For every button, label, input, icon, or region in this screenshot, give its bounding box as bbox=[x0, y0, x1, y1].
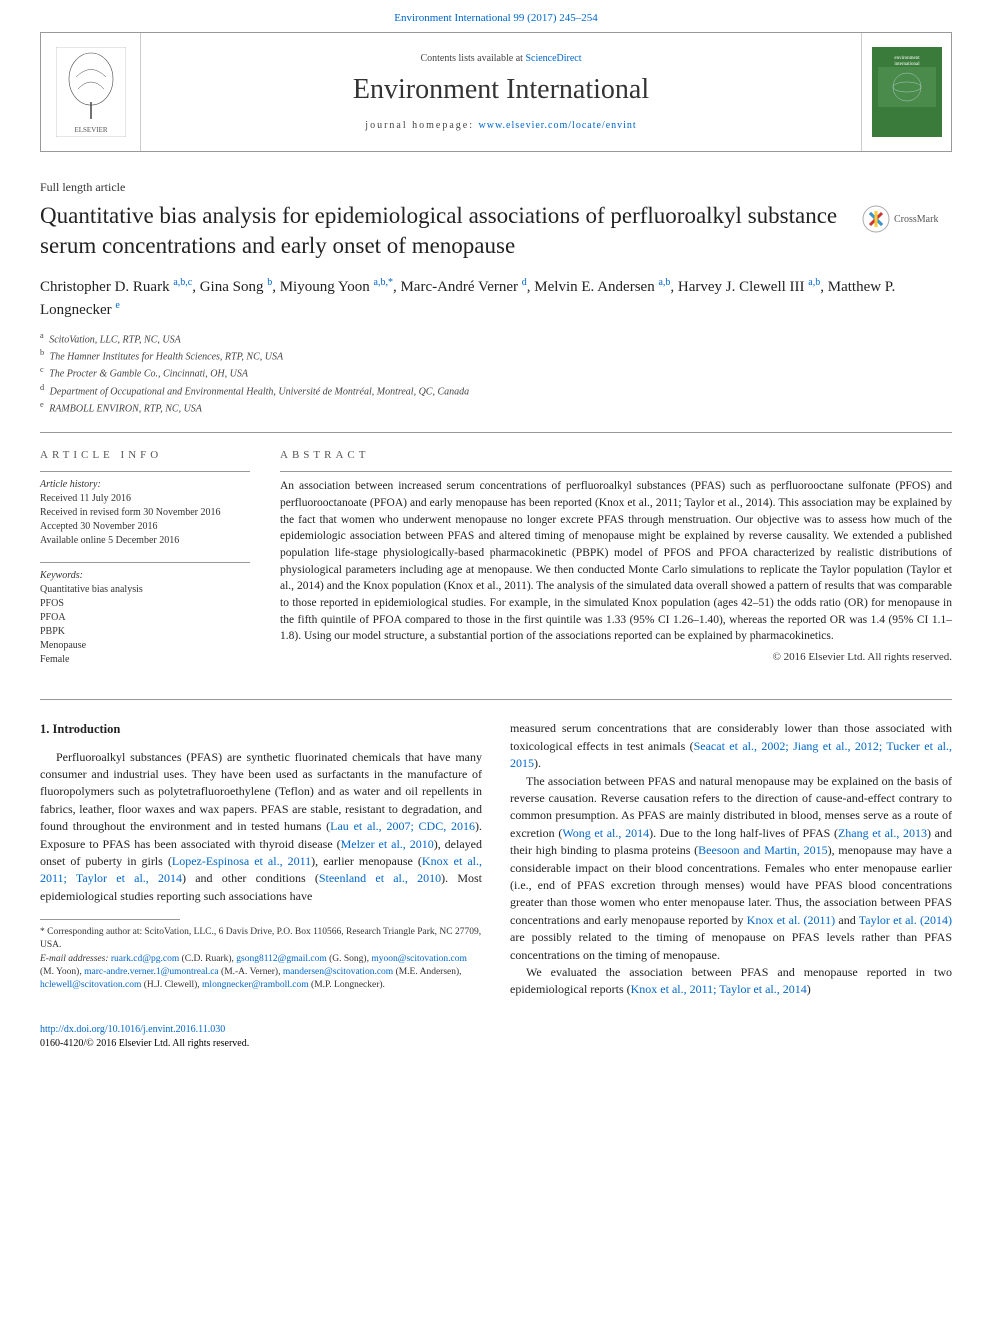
divider bbox=[40, 432, 952, 433]
article-info-heading: article info bbox=[40, 449, 250, 461]
crossmark-badge[interactable]: CrossMark bbox=[862, 201, 952, 237]
svg-text:international: international bbox=[894, 62, 920, 67]
journal-cover-thumb: environment international bbox=[861, 33, 951, 151]
citation-link[interactable]: Beesoon and Martin, 2015 bbox=[698, 843, 827, 857]
citation-link[interactable]: Steenland et al., 2010 bbox=[319, 871, 441, 885]
journal-title: Environment International bbox=[353, 74, 649, 106]
journal-citation-link[interactable]: Environment International 99 (2017) 245–… bbox=[394, 12, 597, 24]
authors: Christopher D. Ruark a,b,c, Gina Song b,… bbox=[40, 275, 952, 322]
citation-link[interactable]: Wong et al., 2014 bbox=[562, 826, 649, 840]
affiliation-line: c The Procter & Gamble Co., Cincinnati, … bbox=[40, 364, 952, 381]
keyword: Quantitative bias analysis bbox=[40, 583, 250, 597]
keywords-label: Keywords: bbox=[40, 569, 250, 583]
cover-icon: environment international bbox=[872, 47, 942, 137]
email-addresses: E-mail addresses: ruark.cd@pg.com (C.D. … bbox=[40, 953, 482, 993]
email-link[interactable]: hclewell@scitovation.com bbox=[40, 980, 141, 990]
keyword: PFOS bbox=[40, 597, 250, 611]
keyword: PFOA bbox=[40, 611, 250, 625]
body-paragraph: measured serum concentrations that are c… bbox=[510, 720, 952, 772]
article-type: Full length article bbox=[40, 180, 952, 195]
email-link[interactable]: myoon@scitovation.com bbox=[371, 954, 467, 964]
abstract-column: abstract An association between increase… bbox=[280, 449, 952, 681]
email-link[interactable]: mandersen@scitovation.com bbox=[283, 967, 393, 977]
affiliation-line: e RAMBOLL ENVIRON, RTP, NC, USA bbox=[40, 399, 952, 416]
affiliation-line: b The Hamner Institutes for Health Scien… bbox=[40, 347, 952, 364]
affiliation-line: a ScitoVation, LLC, RTP, NC, USA bbox=[40, 330, 952, 347]
abstract-heading: abstract bbox=[280, 449, 952, 461]
elsevier-logo: ELSEVIER bbox=[41, 33, 141, 151]
running-header: Environment International 99 (2017) 245–… bbox=[0, 0, 992, 32]
citation-link[interactable]: Melzer et al., 2010 bbox=[341, 837, 434, 851]
elsevier-tree-icon: ELSEVIER bbox=[56, 47, 126, 137]
citation-link[interactable]: Lopez-Espinosa et al., 2011 bbox=[172, 854, 311, 868]
affiliation-line: d Department of Occupational and Environ… bbox=[40, 382, 952, 399]
homepage-link[interactable]: www.elsevier.com/locate/envint bbox=[479, 120, 637, 131]
divider bbox=[40, 699, 952, 700]
history-line: Received 11 July 2016 bbox=[40, 492, 250, 506]
crossmark-label: CrossMark bbox=[894, 214, 938, 225]
abstract-copyright: © 2016 Elsevier Ltd. All rights reserved… bbox=[280, 651, 952, 663]
crossmark-icon bbox=[862, 205, 890, 233]
citation-link[interactable]: Taylor et al. (2014) bbox=[859, 913, 952, 927]
affiliations: a ScitoVation, LLC, RTP, NC, USAb The Ha… bbox=[40, 330, 952, 417]
body-columns: 1. Introduction Perfluoroalkyl substance… bbox=[40, 720, 952, 998]
citation-link[interactable]: Lau et al., 2007; CDC, 2016 bbox=[330, 819, 475, 833]
body-paragraph: Perfluoroalkyl substances (PFAS) are syn… bbox=[40, 749, 482, 906]
history-line: Available online 5 December 2016 bbox=[40, 534, 250, 548]
history-label: Article history: bbox=[40, 478, 250, 492]
issn-copyright: 0160-4120/© 2016 Elsevier Ltd. All right… bbox=[40, 1038, 249, 1049]
svg-text:environment: environment bbox=[894, 56, 920, 61]
contents-line: Contents lists available at ScienceDirec… bbox=[420, 53, 581, 64]
history-line: Received in revised form 30 November 201… bbox=[40, 506, 250, 520]
footnote-separator bbox=[40, 919, 180, 920]
keyword: PBPK bbox=[40, 625, 250, 639]
header-box: ELSEVIER Contents lists available at Sci… bbox=[40, 32, 952, 152]
section-heading-intro: 1. Introduction bbox=[40, 720, 482, 738]
footnotes: * Corresponding author at: ScitoVation, … bbox=[40, 926, 482, 992]
footer-bar: http://dx.doi.org/10.1016/j.envint.2016.… bbox=[40, 1023, 952, 1051]
keyword: Menopause bbox=[40, 639, 250, 653]
history-block: Article history: Received 11 July 2016Re… bbox=[40, 471, 250, 548]
email-link[interactable]: mlongnecker@ramboll.com bbox=[202, 980, 309, 990]
citation-link[interactable]: Zhang et al., 2013 bbox=[838, 826, 927, 840]
info-abstract-row: article info Article history: Received 1… bbox=[40, 449, 952, 681]
article-title: Quantitative bias analysis for epidemiol… bbox=[40, 201, 862, 261]
sciencedirect-link[interactable]: ScienceDirect bbox=[525, 53, 581, 64]
email-link[interactable]: ruark.cd@pg.com bbox=[111, 954, 179, 964]
header-center: Contents lists available at ScienceDirec… bbox=[141, 33, 861, 151]
svg-text:ELSEVIER: ELSEVIER bbox=[74, 126, 107, 134]
history-line: Accepted 30 November 2016 bbox=[40, 520, 250, 534]
keywords-block: Keywords: Quantitative bias analysisPFOS… bbox=[40, 562, 250, 667]
doi-link[interactable]: http://dx.doi.org/10.1016/j.envint.2016.… bbox=[40, 1024, 225, 1035]
citation-link[interactable]: Knox et al., 2011; Taylor et al., 2014 bbox=[631, 982, 807, 996]
email-link[interactable]: marc-andre.verner.1@umontreal.ca bbox=[84, 967, 219, 977]
corresponding-author-note: * Corresponding author at: ScitoVation, … bbox=[40, 926, 482, 953]
citation-link[interactable]: Knox et al. (2011) bbox=[747, 913, 835, 927]
body-paragraph: The association between PFAS and natural… bbox=[510, 773, 952, 964]
email-link[interactable]: gsong8112@gmail.com bbox=[236, 954, 326, 964]
article-info-column: article info Article history: Received 1… bbox=[40, 449, 250, 681]
body-paragraph: We evaluated the association between PFA… bbox=[510, 964, 952, 999]
citation-link[interactable]: Seacat et al., 2002; Jiang et al., 2012;… bbox=[510, 739, 952, 770]
homepage-line: journal homepage: www.elsevier.com/locat… bbox=[365, 120, 636, 131]
title-row: Quantitative bias analysis for epidemiol… bbox=[40, 201, 952, 261]
abstract-text: An association between increased serum c… bbox=[280, 471, 952, 645]
keyword: Female bbox=[40, 653, 250, 667]
